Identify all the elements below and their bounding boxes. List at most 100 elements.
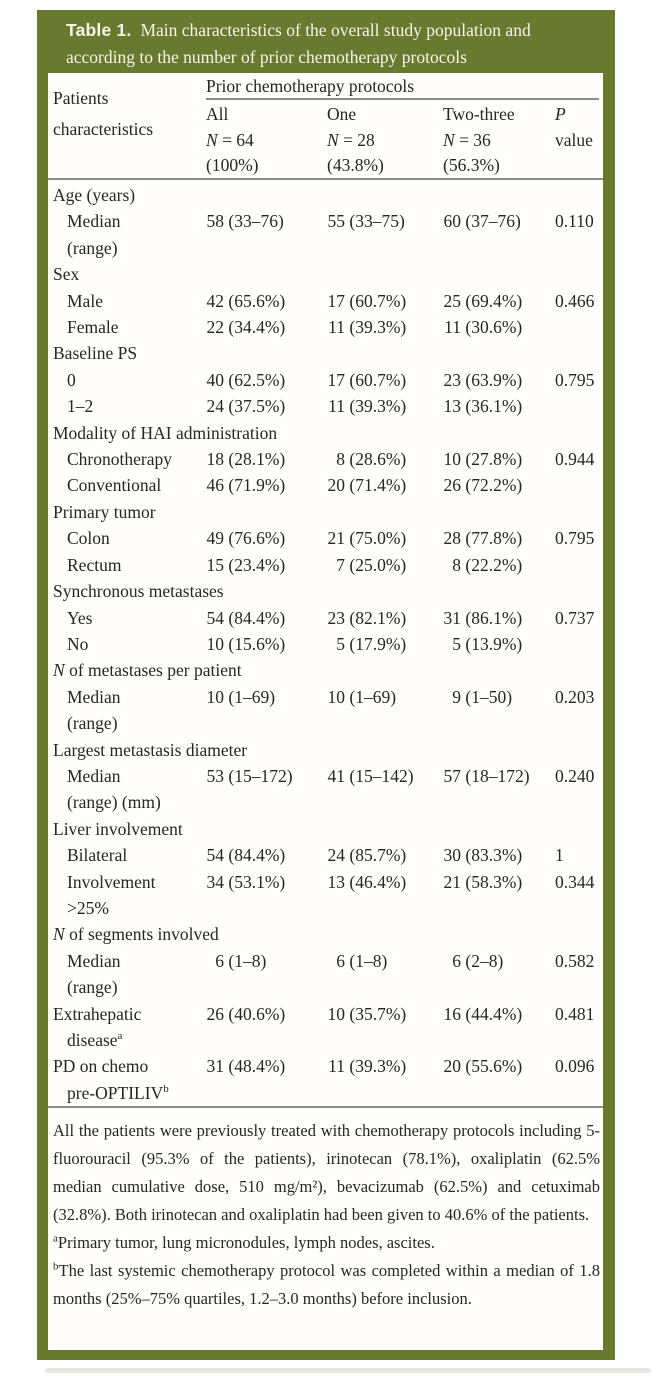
table-row: Involvement >25% 34 (53.1%) 13 (46.4%) 21 (5… <box>48 869 603 922</box>
cell-two-three: 9 (1–50) <box>452 686 513 707</box>
cell-all: 10 (1–69) <box>206 686 276 707</box>
cell-one: 23 (82.1%) <box>327 607 407 628</box>
column-pct: (56.3%) <box>443 155 500 175</box>
group-header-prior-chemotherapy-protocols: Prior chemotherapy protocols <box>206 76 415 96</box>
cell-one: 41 (15–142) <box>327 765 414 786</box>
cell-p-value: 0.582 <box>555 950 595 971</box>
cell-all: 54 (84.4%) <box>206 845 286 866</box>
cell-all: 31 (48.4%) <box>206 1056 286 1077</box>
table-row: Bilateral 54 (84.4%) 24 (85.7%) 30 (83.3%) 1 <box>48 842 603 868</box>
table-row: Female 22 (34.4%) 11 (39.3%) 11 (30.6%) <box>48 314 603 340</box>
cell-two-three: 11 (30.6%) <box>444 317 523 338</box>
patients-header-line1: Patients <box>53 88 109 108</box>
section-label: Synchronous metastases <box>53 581 224 602</box>
cell-all: 10 (15.6%) <box>206 633 286 654</box>
table-row: Extrahepatic diseasea 26 (40.6%) 10 (35.7%)… <box>48 1001 603 1054</box>
cell-all: 24 (37.5%) <box>206 396 286 417</box>
cell-one: 8 (28.6%) <box>336 449 407 470</box>
cell-all: 15 (23.4%) <box>206 554 286 575</box>
cell-one: 13 (46.4%) <box>327 871 407 892</box>
cell-one: 24 (85.7%) <box>327 845 407 866</box>
cell-one: 17 (60.7%) <box>327 369 407 390</box>
cell-two-three: 21 (58.3%) <box>443 871 523 892</box>
cell-p-value: 0.240 <box>555 765 595 786</box>
cell-all: 18 (28.1%) <box>206 449 286 470</box>
table-section-row: Largest metastasis diameter <box>48 737 603 763</box>
row-label: Rectum <box>67 554 122 575</box>
table-section-row: N of segments involved <box>48 921 603 947</box>
cell-one: 10 (1–69) <box>327 686 397 707</box>
table-row: Colon 49 (76.6%) 21 (75.0%) 28 (77.8%) 0.795 <box>48 525 603 551</box>
column-n: N = 28 <box>327 129 375 150</box>
row-label: PD on chemo pre-OPTILIVb <box>53 1056 169 1103</box>
cell-two-three: 25 (69.4%) <box>443 290 523 311</box>
cell-two-three: 16 (44.4%) <box>443 1003 523 1024</box>
cell-two-three: 57 (18–172) <box>443 765 530 786</box>
column-name: Two-three <box>443 104 515 124</box>
row-label: 1–2 <box>67 396 94 417</box>
cell-two-three: 6 (2–8) <box>452 950 504 971</box>
cell-one: 6 (1–8) <box>336 950 388 971</box>
table-1-frame: Table 1. Main characteristics of the over… <box>37 10 615 1360</box>
row-label: Conventional <box>67 475 162 496</box>
cell-two-three: 10 (27.8%) <box>443 449 523 470</box>
header-bottom-rule <box>48 178 603 180</box>
table-section-row: Modality of HAI administration <box>48 420 603 446</box>
cell-all: 22 (34.4%) <box>206 317 286 338</box>
row-label: Extrahepatic diseasea <box>53 1003 142 1050</box>
title-text-2: according to the number of prior chemoth… <box>66 47 467 67</box>
cell-all: 42 (65.6%) <box>206 290 286 311</box>
cell-p-value: 0.344 <box>555 871 595 892</box>
scan-artifact <box>45 1368 651 1373</box>
cell-p-value: 0.096 <box>555 1056 595 1077</box>
cell-p-value: 0.203 <box>555 686 595 707</box>
column-n: N = 36 <box>443 129 491 150</box>
cell-all: 34 (53.1%) <box>206 871 286 892</box>
table-row: Median (range) 10 (1–69) 10 (1–69) 9 (1–50) 0… <box>48 684 603 737</box>
footnote-divider-rule <box>48 1106 603 1109</box>
cell-all: 53 (15–172) <box>206 765 293 786</box>
column-pct: (43.8%) <box>327 155 384 175</box>
column-n: value <box>555 129 593 150</box>
cell-p-value: 0.795 <box>555 528 595 549</box>
cell-two-three: 31 (86.1%) <box>443 607 523 628</box>
cell-one: 10 (35.7%) <box>327 1003 407 1024</box>
row-label: No <box>67 633 89 654</box>
cell-p-value: 1 <box>555 845 564 866</box>
section-label: Liver involvement <box>53 818 183 839</box>
table-body: Age (years) Median (range) 58 (33–76) 55 (33… <box>48 180 603 1106</box>
cell-p-value: 0.466 <box>555 290 595 311</box>
cell-one: 55 (33–75) <box>327 211 405 232</box>
section-label: Modality of HAI administration <box>53 422 278 443</box>
cell-p-value: 0.944 <box>555 449 595 470</box>
table-section-row: Age (years) <box>48 182 603 208</box>
header-columns: All N = 64 (100%) One N = 28 (43.8%) Two-three… <box>48 102 603 180</box>
row-label: Median (range) <box>67 686 121 734</box>
row-label: Involvement >25% <box>67 871 156 918</box>
cell-one: 11 (39.3%) <box>328 1056 407 1077</box>
cell-all: 6 (1–8) <box>215 950 267 971</box>
cell-p-value: 0.795 <box>555 369 595 390</box>
section-label: N of metastases per patient <box>53 660 242 681</box>
cell-one: 17 (60.7%) <box>327 290 407 311</box>
row-label: Male <box>67 290 103 311</box>
patients-header-line2: characteristics <box>53 119 154 139</box>
cell-two-three: 60 (37–76) <box>443 211 521 232</box>
cell-two-three: 13 (36.1%) <box>443 396 523 417</box>
group-header-rule <box>206 98 599 100</box>
footnote-b: bThe last systemic chemotherapy protocol… <box>53 1260 600 1309</box>
section-label: Baseline PS <box>53 343 138 364</box>
row-label: 0 <box>67 369 76 390</box>
cell-one: 21 (75.0%) <box>327 528 407 549</box>
table-row: No 10 (15.6%) 5 (17.9%) 5 (13.9%) <box>48 631 603 657</box>
table-row: Yes 54 (84.4%) 23 (82.1%) 31 (86.1%) 0.737 <box>48 605 603 631</box>
section-label: Sex <box>53 264 80 285</box>
table-section-row: Baseline PS <box>48 340 603 366</box>
table-row: Conventional 46 (71.9%) 20 (71.4%) 26 (72.2… <box>48 472 603 498</box>
table-section-row: Liver involvement <box>48 816 603 842</box>
cell-two-three: 26 (72.2%) <box>443 475 523 496</box>
cell-two-three: 5 (13.9%) <box>452 633 523 654</box>
table-section-row: Synchronous metastases <box>48 578 603 604</box>
row-label: Bilateral <box>67 845 128 866</box>
